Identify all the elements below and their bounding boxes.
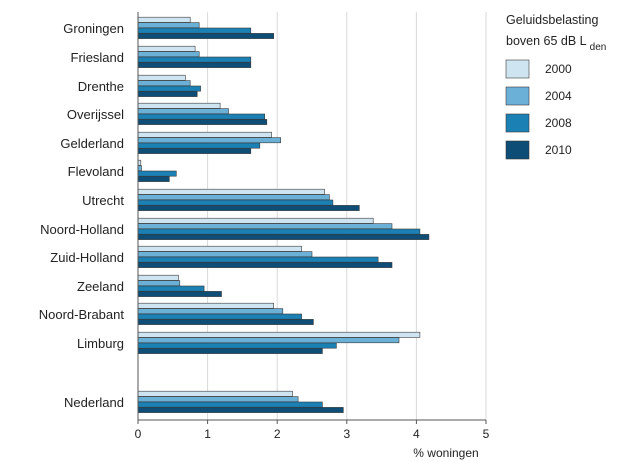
- bar-nederland-2010: [137, 407, 344, 413]
- bar-noord-holland-2008: [137, 228, 421, 235]
- category-labels: Groningen Friesland Drenthe Overijssel Gelde…: [39, 21, 125, 410]
- bar-groningen-2010: [137, 33, 274, 39]
- legend-swatch-2008: [505, 113, 530, 133]
- bar-groningen-2008: [137, 27, 252, 34]
- bar-nederland-2000: [137, 390, 293, 397]
- gridlines: [207, 12, 487, 420]
- bar-drenthe-2004: [137, 80, 191, 87]
- category-label-flevoland: Flevoland: [68, 164, 124, 179]
- bar-noord-holland-2010: [137, 234, 430, 240]
- bar-noord-brabant-2008: [137, 313, 302, 320]
- bar-noord-holland-2000: [137, 217, 374, 224]
- legend-swatch-2004: [505, 86, 530, 106]
- bar-nederland-2004: [137, 396, 299, 403]
- bar-groningen-2004: [137, 22, 200, 29]
- category-label-groningen: Groningen: [63, 21, 124, 36]
- bar-friesland-2000: [137, 45, 196, 52]
- bar-zeeland-2004: [137, 280, 181, 287]
- legend-label-2010: 2010: [545, 143, 572, 157]
- legend-swatch-2000: [505, 59, 530, 79]
- x-tick-labels: 0 1 2 3 4 5: [135, 427, 490, 441]
- category-label-noord-holland: Noord-Holland: [40, 222, 124, 237]
- legend-label-2004: 2004: [545, 89, 572, 103]
- legend: Geluidsbelasting boven 65 dB L den 20002…: [505, 13, 606, 160]
- bar-zeeland-2010: [137, 291, 222, 297]
- bar-utrecht-2008: [137, 199, 334, 206]
- bar-noord-brabant-2010: [137, 319, 314, 325]
- category-label-zuid-holland: Zuid-Holland: [50, 250, 124, 265]
- x-tick-label-3: 3: [343, 427, 350, 441]
- x-axis-title: % woningen: [413, 446, 478, 460]
- x-tick-label-2: 2: [274, 427, 281, 441]
- x-axis: [137, 12, 487, 424]
- bar-flevoland-2008: [137, 170, 177, 177]
- bar-noord-brabant-2004: [137, 308, 284, 315]
- category-label-friesland: Friesland: [71, 50, 124, 65]
- legend-swatch-2010: [505, 140, 530, 160]
- legend-title-line2: boven 65 dB L den: [506, 34, 606, 53]
- bar-limburg-2010: [137, 348, 323, 354]
- bar-utrecht-2004: [137, 194, 330, 201]
- bar-overijssel-2010: [137, 119, 268, 125]
- bar-gelderland-2008: [137, 142, 261, 149]
- bars: [137, 16, 430, 413]
- bar-drenthe-2000: [137, 74, 186, 81]
- bar-drenthe-2008: [137, 85, 201, 92]
- bar-drenthe-2010: [137, 91, 198, 97]
- x-tick-label-1: 1: [204, 427, 211, 441]
- category-label-limburg: Limburg: [77, 336, 124, 351]
- category-label-noord-brabant: Noord-Brabant: [39, 307, 125, 322]
- bar-flevoland-2010: [137, 176, 170, 182]
- category-label-nederland: Nederland: [64, 395, 124, 410]
- legend-title-line1: Geluidsbelasting: [506, 13, 598, 27]
- bar-gelderland-2000: [137, 131, 272, 138]
- bar-gelderland-2004: [137, 137, 281, 144]
- bar-nederland-2008: [137, 401, 323, 408]
- legend-items: 2000 2004 2008 2010: [505, 59, 572, 160]
- x-tick-label-5: 5: [483, 427, 490, 441]
- legend-label-2000: 2000: [545, 62, 572, 76]
- bar-groningen-2000: [137, 16, 191, 23]
- legend-title-prefix: boven 65 dB L: [506, 34, 587, 48]
- category-label-zeeland: Zeeland: [77, 279, 124, 294]
- bar-zeeland-2000: [137, 274, 179, 281]
- bar-limburg-2000: [137, 331, 421, 338]
- legend-title-subscript: den: [590, 42, 607, 53]
- legend-label-2008: 2008: [545, 116, 572, 130]
- bar-utrecht-2000: [137, 188, 325, 195]
- bar-utrecht-2010: [137, 205, 360, 211]
- bar-gelderland-2010: [137, 148, 252, 154]
- bar-noord-holland-2004: [137, 223, 393, 230]
- x-tick-label-0: 0: [135, 427, 142, 441]
- bar-friesland-2004: [137, 51, 200, 58]
- category-label-drenthe: Drenthe: [78, 79, 124, 94]
- bar-zuid-holland-2008: [137, 256, 379, 263]
- bar-zuid-holland-2000: [137, 245, 302, 252]
- bar-friesland-2010: [137, 62, 252, 68]
- category-label-overijssel: Overijssel: [67, 107, 124, 122]
- bar-zuid-holland-2004: [137, 251, 313, 258]
- bar-limburg-2004: [137, 337, 400, 344]
- x-tick-label-4: 4: [413, 427, 420, 441]
- bar-flevoland-2004: [137, 165, 142, 172]
- bar-limburg-2008: [137, 342, 337, 349]
- bar-zuid-holland-2010: [137, 262, 393, 268]
- bar-overijssel-2000: [137, 102, 221, 109]
- bar-friesland-2008: [137, 56, 252, 63]
- bar-zeeland-2008: [137, 285, 205, 292]
- category-label-utrecht: Utrecht: [82, 193, 124, 208]
- bar-noord-brabant-2000: [137, 302, 274, 309]
- category-label-gelderland: Gelderland: [60, 136, 124, 151]
- bar-overijssel-2004: [137, 108, 229, 115]
- bar-overijssel-2008: [137, 113, 265, 120]
